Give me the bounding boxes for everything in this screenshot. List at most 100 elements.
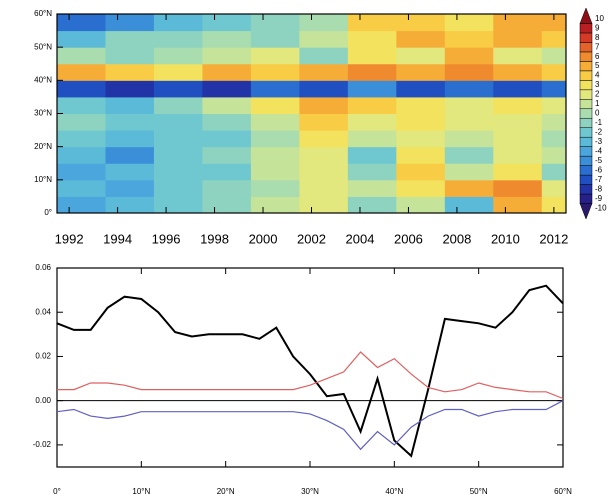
- heat-cell: [299, 179, 349, 197]
- heat-cell: [105, 96, 155, 114]
- heat-cell: [493, 163, 543, 181]
- heat-cell: [299, 113, 349, 131]
- heat-cell: [57, 47, 106, 65]
- colorbar-swatch: [579, 32, 593, 43]
- heat-cell: [105, 80, 155, 98]
- heat-cell: [202, 63, 252, 81]
- heat-cell: [299, 47, 349, 65]
- heat-cell: [396, 47, 446, 65]
- heat-cell: [299, 130, 349, 148]
- heat-cell: [396, 14, 446, 32]
- colorbar-swatch: [579, 165, 593, 176]
- x-tick-label: 40°N: [385, 487, 403, 496]
- heat-cell: [105, 14, 155, 32]
- y-tick-label: 0.04: [35, 307, 51, 316]
- heat-cell: [299, 96, 349, 114]
- x-tick-label: 2010: [491, 231, 520, 246]
- y-tick-label: 0°: [44, 208, 52, 217]
- colorbar-label: -6: [595, 165, 603, 174]
- colorbar-label: -10: [595, 203, 607, 212]
- heat-cell: [299, 196, 349, 214]
- heat-cell: [153, 130, 203, 148]
- heat-cell: [347, 130, 397, 148]
- heat-cell: [299, 80, 349, 98]
- colorbar-label: 0: [595, 109, 600, 118]
- colorbar-swatch: [579, 70, 593, 81]
- heat-cell: [396, 163, 446, 181]
- colorbar-swatch: [579, 42, 593, 53]
- heat-cell: [250, 30, 300, 48]
- x-tick-label: 1992: [55, 231, 84, 246]
- heat-cell: [153, 14, 203, 32]
- x-tick-label: 1998: [200, 231, 229, 246]
- heat-cell: [444, 163, 494, 181]
- heat-cell: [250, 130, 300, 148]
- heat-cell: [444, 80, 494, 98]
- heat-cell: [541, 14, 567, 32]
- heat-cell: [396, 80, 446, 98]
- y-tick-label: -0.02: [33, 440, 52, 449]
- heat-cell: [153, 63, 203, 81]
- colorbar-swatch: [579, 136, 593, 147]
- heat-cell: [347, 163, 397, 181]
- colorbar-label: -1: [595, 118, 603, 127]
- y-tick-label: 10°N: [34, 175, 52, 184]
- heat-cell: [493, 179, 543, 197]
- heat-cell: [541, 63, 567, 81]
- colorbar-swatch: [579, 174, 593, 185]
- heat-cell: [250, 146, 300, 164]
- colorbar-label: 1: [595, 99, 600, 108]
- colorbar-label: -5: [595, 156, 603, 165]
- x-tick-label: 2002: [297, 231, 326, 246]
- heat-cell: [57, 80, 106, 98]
- heat-cell: [396, 179, 446, 197]
- heat-cell: [444, 113, 494, 131]
- heat-cell: [493, 196, 543, 214]
- heat-cell: [396, 30, 446, 48]
- colorbar-label: -9: [595, 194, 603, 203]
- heat-cell: [105, 113, 155, 131]
- heat-cell: [153, 163, 203, 181]
- heat-cell: [57, 96, 106, 114]
- heat-cell: [202, 146, 252, 164]
- heat-cell: [541, 96, 567, 114]
- y-tick-label: 20°N: [34, 142, 52, 151]
- heat-cell: [541, 163, 567, 181]
- heat-cell: [202, 96, 252, 114]
- heat-cell: [105, 130, 155, 148]
- series-line: [56, 400, 564, 451]
- heat-cell: [493, 146, 543, 164]
- heat-cell: [541, 146, 567, 164]
- heat-cell: [444, 196, 494, 214]
- heat-cell: [493, 80, 543, 98]
- colorbar-swatch: [579, 127, 593, 138]
- heat-cell: [57, 196, 106, 214]
- heat-cell: [493, 113, 543, 131]
- heat-cell: [202, 179, 252, 197]
- x-tick-label: 2004: [346, 231, 375, 246]
- heat-cell: [250, 179, 300, 197]
- colorbar-swatch: [579, 117, 593, 128]
- heat-cell: [347, 196, 397, 214]
- heat-cell: [105, 47, 155, 65]
- heat-cell: [347, 63, 397, 81]
- heat-cell: [444, 130, 494, 148]
- colorbar-swatch: [579, 155, 593, 166]
- x-tick-label: 1994: [103, 231, 132, 246]
- heat-cell: [57, 14, 106, 32]
- heat-cell: [444, 14, 494, 32]
- heat-cell: [396, 130, 446, 148]
- y-tick-label: 30°N: [34, 109, 52, 118]
- heat-cell: [299, 163, 349, 181]
- x-tick-label: 20°N: [217, 487, 235, 496]
- colorbar-label: 6: [595, 52, 600, 61]
- heat-cell: [202, 163, 252, 181]
- y-tick-label: 40°N: [34, 75, 52, 84]
- heat-cell: [202, 80, 252, 98]
- heat-cell: [250, 96, 300, 114]
- colorbar-label: -8: [595, 184, 603, 193]
- colorbar-swatch: [579, 80, 593, 91]
- heat-cell: [250, 163, 300, 181]
- heat-cell: [347, 47, 397, 65]
